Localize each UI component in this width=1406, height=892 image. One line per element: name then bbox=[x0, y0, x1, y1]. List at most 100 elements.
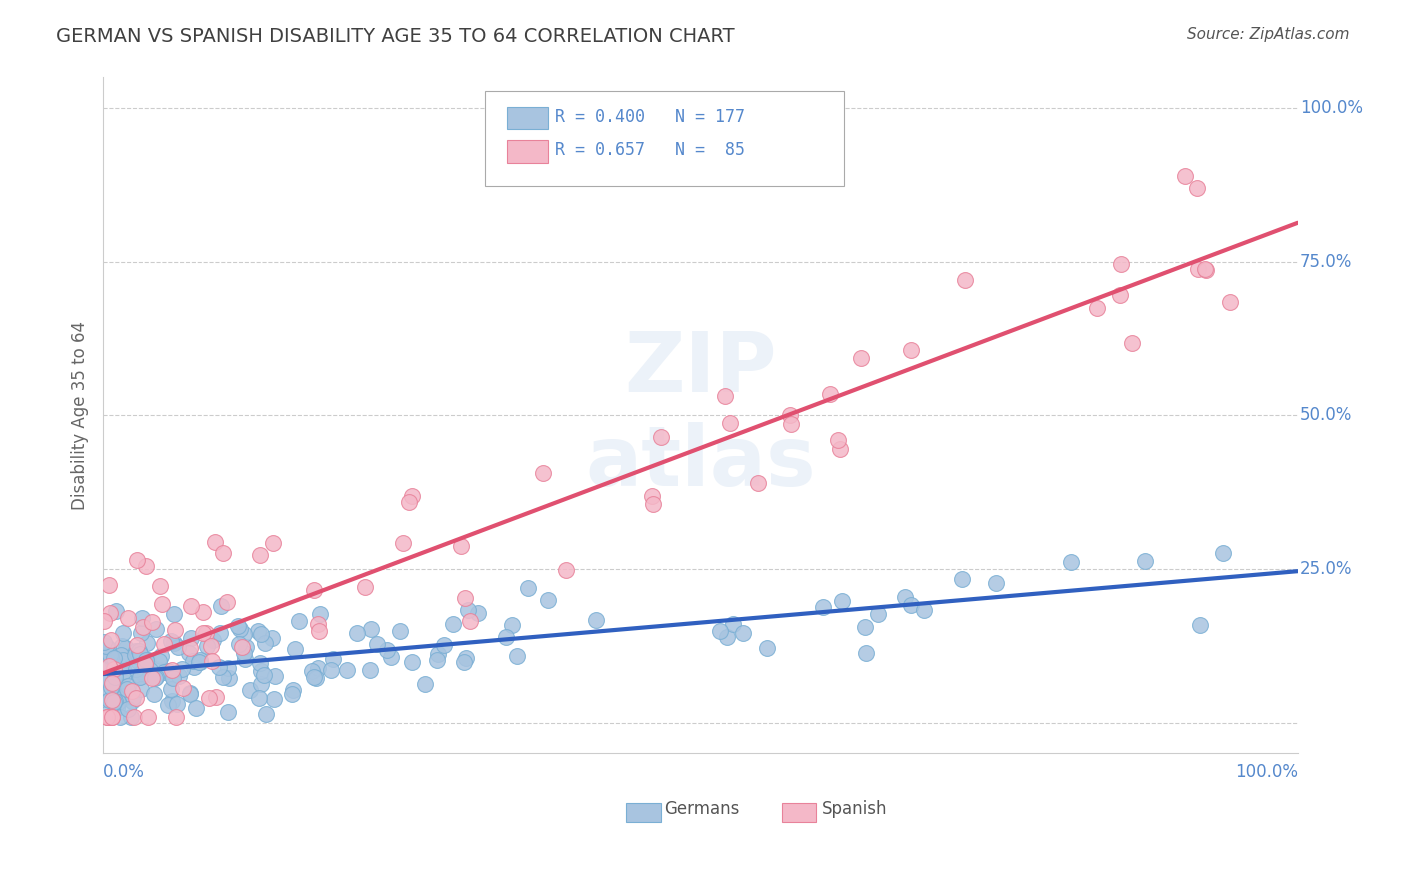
Point bbox=[454, 650, 477, 665]
Point bbox=[129, 647, 152, 661]
Point bbox=[153, 636, 176, 650]
Point bbox=[128, 670, 150, 684]
Point bbox=[145, 623, 167, 637]
Point bbox=[308, 624, 330, 638]
Point bbox=[360, 622, 382, 636]
Point bbox=[98, 709, 121, 723]
Point bbox=[517, 582, 540, 596]
Point bbox=[201, 654, 224, 668]
Point bbox=[179, 686, 201, 700]
Point bbox=[531, 467, 554, 481]
Point bbox=[96, 672, 118, 686]
Point bbox=[433, 638, 456, 652]
Point bbox=[145, 670, 167, 684]
Point bbox=[239, 682, 262, 697]
Point bbox=[136, 653, 159, 667]
Point bbox=[143, 671, 166, 685]
Point bbox=[104, 604, 127, 618]
Point bbox=[166, 698, 188, 712]
Point bbox=[128, 643, 150, 657]
Point bbox=[208, 660, 231, 674]
Point bbox=[249, 657, 271, 671]
Point bbox=[98, 606, 121, 620]
Text: R = 0.657   N =  85: R = 0.657 N = 85 bbox=[555, 142, 745, 160]
Point bbox=[818, 387, 841, 401]
Text: Germans: Germans bbox=[665, 800, 740, 818]
Text: R = 0.400   N = 177: R = 0.400 N = 177 bbox=[555, 108, 745, 126]
Point bbox=[441, 617, 464, 632]
Text: 0.0%: 0.0% bbox=[103, 763, 145, 780]
Point bbox=[97, 641, 120, 656]
Point bbox=[866, 607, 889, 621]
Point bbox=[950, 572, 973, 586]
Point bbox=[366, 637, 388, 651]
Point bbox=[450, 540, 472, 554]
Point bbox=[554, 563, 576, 577]
Point bbox=[108, 657, 131, 672]
Text: GERMAN VS SPANISH DISABILITY AGE 35 TO 64 CORRELATION CHART: GERMAN VS SPANISH DISABILITY AGE 35 TO 6… bbox=[56, 27, 735, 45]
Point bbox=[709, 624, 731, 639]
Point bbox=[98, 709, 121, 723]
Point bbox=[103, 651, 125, 665]
Point bbox=[128, 668, 150, 682]
Point bbox=[131, 665, 153, 679]
Point bbox=[129, 625, 152, 640]
Point bbox=[94, 639, 117, 653]
Point bbox=[139, 663, 162, 677]
Point bbox=[212, 546, 235, 560]
Point bbox=[953, 273, 976, 287]
Point bbox=[100, 648, 122, 662]
Point bbox=[96, 709, 118, 723]
Text: Source: ZipAtlas.com: Source: ZipAtlas.com bbox=[1187, 27, 1350, 42]
Point bbox=[229, 622, 252, 636]
Point bbox=[506, 649, 529, 664]
FancyBboxPatch shape bbox=[626, 803, 661, 822]
Point bbox=[138, 709, 160, 723]
Point bbox=[100, 680, 122, 694]
Point bbox=[177, 646, 200, 660]
Point bbox=[650, 429, 672, 443]
Point bbox=[1194, 262, 1216, 277]
Point bbox=[283, 683, 305, 698]
Point bbox=[125, 648, 148, 663]
Point bbox=[100, 633, 122, 648]
Point bbox=[153, 665, 176, 679]
Point bbox=[162, 669, 184, 683]
Point bbox=[101, 654, 124, 668]
Point bbox=[401, 489, 423, 503]
Point bbox=[160, 694, 183, 708]
Point bbox=[322, 652, 344, 666]
Point bbox=[359, 663, 381, 677]
Point bbox=[716, 630, 738, 644]
Point bbox=[107, 701, 129, 715]
Point bbox=[853, 619, 876, 633]
Point bbox=[380, 650, 402, 665]
Point bbox=[120, 709, 142, 723]
Point bbox=[193, 605, 215, 619]
Point bbox=[122, 690, 145, 704]
Point bbox=[125, 644, 148, 658]
Point bbox=[125, 691, 148, 706]
Point bbox=[780, 417, 803, 431]
Point bbox=[346, 626, 368, 640]
Point bbox=[179, 687, 201, 701]
Point bbox=[103, 662, 125, 676]
Point bbox=[304, 669, 326, 683]
Point bbox=[146, 662, 169, 676]
Point bbox=[235, 640, 257, 655]
Point bbox=[855, 646, 877, 660]
Point bbox=[117, 702, 139, 716]
Point bbox=[467, 607, 489, 621]
Point bbox=[319, 663, 342, 677]
Point bbox=[200, 639, 222, 653]
Point bbox=[640, 490, 662, 504]
Point bbox=[246, 624, 269, 639]
Point bbox=[249, 548, 271, 562]
Point bbox=[101, 676, 124, 690]
Point bbox=[111, 692, 134, 706]
Point bbox=[392, 536, 415, 550]
Point bbox=[157, 698, 180, 712]
Point bbox=[181, 654, 204, 668]
Point bbox=[108, 680, 131, 694]
Point bbox=[1219, 295, 1241, 310]
